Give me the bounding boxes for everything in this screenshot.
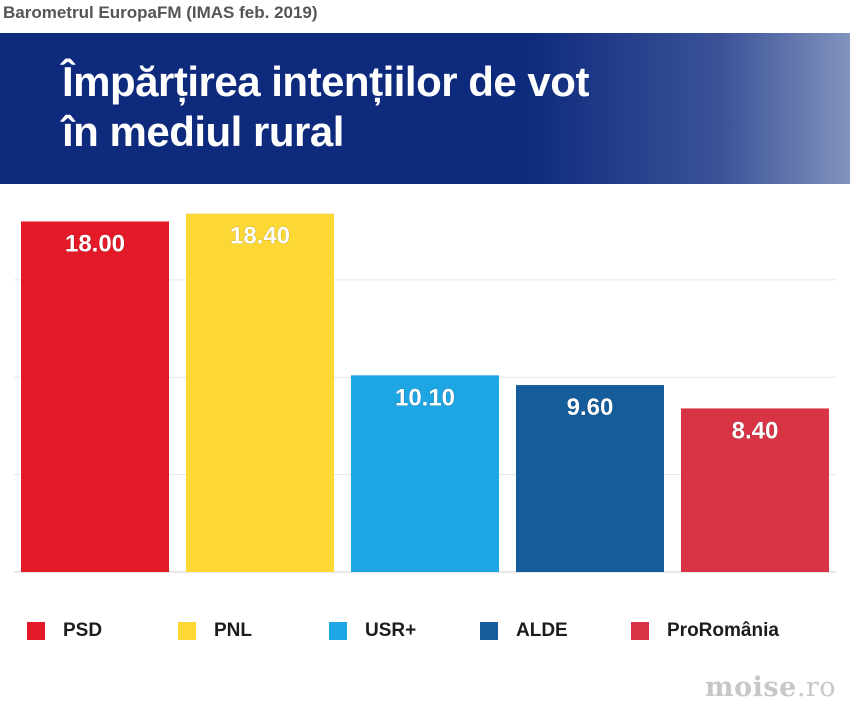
legend-swatch (329, 622, 347, 640)
legend-swatch (480, 622, 498, 640)
legend-item: PNL (178, 614, 252, 648)
bar-proromnia (681, 408, 829, 572)
watermark-name: moise (705, 672, 797, 703)
bar-value-label: 8.40 (732, 417, 779, 444)
legend-swatch (178, 622, 196, 640)
source-caption: Barometrul EuropaFM (IMAS feb. 2019) (3, 3, 318, 22)
bar-pnl (186, 213, 334, 572)
bar-alde (516, 385, 664, 572)
chart-title-line-1: Împărțirea intențiilor de vot (62, 58, 589, 105)
legend-label: ProRomânia (667, 620, 779, 641)
watermark-logo: moise.ro (705, 672, 836, 703)
legend-label: PNL (214, 620, 252, 641)
legend-item: ALDE (480, 614, 568, 648)
legend-label: USR+ (365, 620, 417, 641)
chart-title-line-2: în mediul rural (62, 108, 344, 155)
chart-title: Împărțirea intențiilor de vot în mediul … (62, 57, 589, 157)
legend-item: ProRomânia (631, 614, 779, 648)
legend-label: PSD (63, 620, 103, 641)
legend-swatch (631, 622, 649, 640)
legend-swatch (27, 622, 45, 640)
legend-label: ALDE (516, 620, 568, 641)
bar-usr (351, 375, 499, 572)
bar-value-label: 18.00 (65, 230, 125, 257)
bar-value-label: 18.40 (230, 223, 290, 250)
legend-item: PSD (27, 614, 102, 648)
bar-psd (21, 221, 169, 572)
bar-chart: 18.00 18.40 10.10 9.60 8.40 (14, 213, 836, 573)
title-banner: Împărțirea intențiilor de vot în mediul … (0, 33, 850, 184)
chart-legend: PSD PNL USR+ ALDE ProRomânia (0, 614, 850, 648)
legend-item: USR+ (329, 614, 416, 648)
watermark-tld: .ro (796, 672, 836, 703)
bar-value-label: 10.10 (395, 384, 455, 411)
bar-value-label: 9.60 (567, 394, 614, 421)
